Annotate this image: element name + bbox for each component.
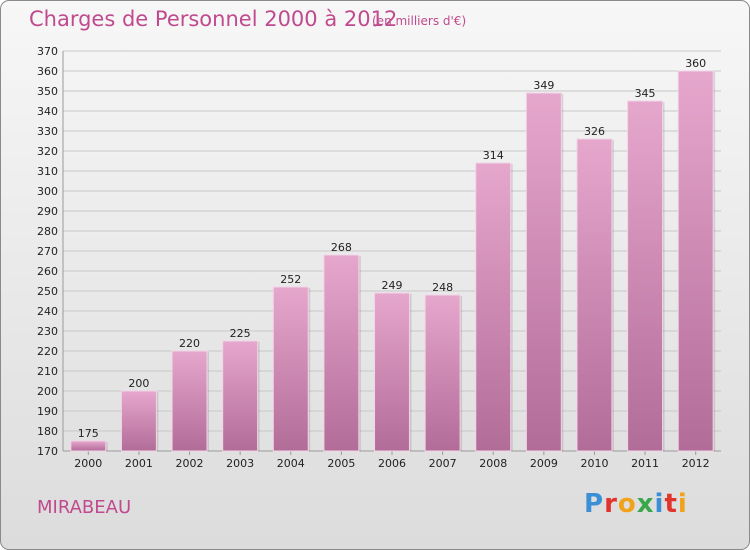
x-tick-label: 2002 <box>176 457 204 470</box>
logo-letter: i <box>677 489 688 519</box>
y-tick-label: 280 <box>37 225 58 238</box>
y-tick-label: 210 <box>37 365 58 378</box>
y-tick-label: 330 <box>37 125 58 138</box>
bar <box>70 440 107 452</box>
x-tick-label: 2012 <box>682 457 710 470</box>
y-tick-label: 260 <box>37 265 58 278</box>
data-label: 345 <box>635 87 656 100</box>
logo-letter: t <box>664 489 678 519</box>
bar <box>525 92 562 452</box>
bar <box>475 162 512 452</box>
x-tick-labels: 2000 2001 2002 2003 2004 2005 2006 2007 2008 2009… <box>74 457 709 470</box>
logo-letter: x <box>636 489 655 519</box>
city-name: MIRABEAU <box>37 497 132 518</box>
data-label: 220 <box>179 337 200 350</box>
x-tick-label: 2011 <box>631 457 659 470</box>
y-tick-label: 320 <box>37 145 58 158</box>
x-tick-label: 2006 <box>378 457 406 470</box>
bar <box>323 254 360 452</box>
x-tick-label: 2003 <box>226 457 254 470</box>
y-tick-label: 220 <box>37 345 58 358</box>
y-tick-label: 360 <box>37 65 58 78</box>
data-label: 268 <box>331 241 352 254</box>
data-label: 175 <box>78 427 99 440</box>
y-tick-label: 230 <box>37 325 58 338</box>
data-label: 252 <box>280 273 301 286</box>
y-tick-label: 200 <box>37 385 58 398</box>
chart-title: Charges de Personnel 2000 à 2012 <box>29 7 398 31</box>
chart-subtitle: (en milliers d'€) <box>372 14 467 28</box>
y-tick-label: 290 <box>37 205 58 218</box>
bar <box>171 350 208 452</box>
data-label: 200 <box>128 377 149 390</box>
y-tick-label: 170 <box>37 445 58 458</box>
data-label: 225 <box>230 327 251 340</box>
x-tick-label: 2005 <box>327 457 355 470</box>
bar <box>120 390 157 452</box>
x-tick-label: 2010 <box>580 457 608 470</box>
logo-letter: o <box>617 489 637 519</box>
y-tick-label: 180 <box>37 425 58 438</box>
x-tick-label: 2009 <box>530 457 558 470</box>
bar <box>576 138 613 452</box>
logo-letter: r <box>604 489 618 519</box>
value-labels: 175 200 220 225 252 268 249 248 314 349 326 345 360 <box>78 57 706 440</box>
y-tick-labels: 170 180 190 200 210 220 230 240 250 260 270 280 290 3… <box>37 45 58 458</box>
data-label: 349 <box>533 79 554 92</box>
bars <box>70 70 716 452</box>
y-tick-label: 370 <box>37 45 58 58</box>
data-label: 249 <box>382 279 403 292</box>
x-tick-label: 2001 <box>125 457 153 470</box>
logo-letter: P <box>584 489 605 519</box>
y-tick-label: 350 <box>37 85 58 98</box>
data-label: 314 <box>483 149 504 162</box>
bar <box>272 286 309 452</box>
y-tick-label: 240 <box>37 305 58 318</box>
proxiti-logo: Proxiti <box>584 489 688 519</box>
y-tick-label: 300 <box>37 185 58 198</box>
y-tick-label: 190 <box>37 405 58 418</box>
x-tick-label: 2004 <box>277 457 305 470</box>
x-tick-label: 2007 <box>429 457 457 470</box>
y-tick-label: 250 <box>37 285 58 298</box>
y-tick-label: 270 <box>37 245 58 258</box>
data-label: 326 <box>584 125 605 138</box>
logo-letter: i <box>654 489 665 519</box>
y-tick-label: 340 <box>37 105 58 118</box>
x-tick-label: 2000 <box>74 457 102 470</box>
bar <box>222 340 259 452</box>
x-tick-label: 2008 <box>479 457 507 470</box>
y-tick-label: 310 <box>37 165 58 178</box>
data-label: 360 <box>685 57 706 70</box>
bar <box>374 292 410 452</box>
bar <box>677 70 714 452</box>
data-label: 248 <box>432 281 453 294</box>
bar <box>627 100 664 452</box>
bar <box>424 294 461 452</box>
